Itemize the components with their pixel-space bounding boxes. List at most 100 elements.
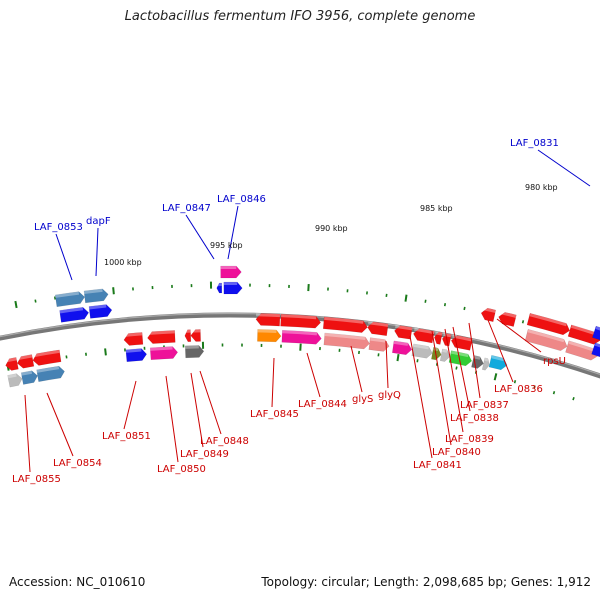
- leader-line: [350, 345, 363, 393]
- genome-summary: Topology: circular; Length: 2,098,685 bp…: [261, 575, 591, 589]
- gene-gloss: [482, 307, 497, 314]
- inner-tick: [533, 385, 536, 389]
- inner-tick: [104, 348, 107, 356]
- leader-line: [95, 227, 99, 277]
- gene-label: dapF: [86, 216, 111, 227]
- outer-tick: [463, 306, 466, 311]
- gene-label: glyS: [352, 394, 373, 405]
- gene-gloss: [499, 311, 517, 318]
- leader-line: [452, 326, 471, 412]
- gene-arrow: [149, 346, 179, 361]
- inner-tick: [513, 380, 517, 384]
- gene-arrow: [20, 370, 38, 385]
- gene-gloss: [281, 314, 317, 320]
- gene-gloss: [324, 332, 366, 341]
- gene-arrow: [184, 329, 192, 343]
- gene-arrow: [83, 288, 109, 304]
- scale-label: 1000 kbp: [104, 258, 142, 267]
- gene-gloss: [414, 327, 435, 335]
- gene-gloss: [324, 316, 364, 324]
- gene-label: LAF_0839: [445, 434, 494, 445]
- gene-arrow: [88, 304, 113, 319]
- gene-gloss: [393, 340, 409, 346]
- gene-gloss: [256, 313, 281, 318]
- gene-gloss: [54, 291, 80, 298]
- gene-label: LAF_0853: [34, 222, 83, 233]
- gene-arrow: [59, 307, 89, 323]
- gene-arrow: [36, 365, 65, 382]
- leader-line: [444, 328, 464, 433]
- gene-label: LAF_0836: [494, 384, 543, 395]
- leader-line: [165, 375, 179, 463]
- gene-arrow: [54, 291, 86, 308]
- leader-line: [123, 380, 137, 430]
- scale-label: 980 kbp: [525, 183, 558, 192]
- gene-gloss: [59, 307, 84, 314]
- gene-gloss: [257, 329, 277, 333]
- gene-arrow: [391, 340, 413, 356]
- outer-tick: [521, 320, 525, 324]
- leader-line: [185, 214, 215, 260]
- gene-gloss: [15, 354, 33, 361]
- gene-gloss: [395, 324, 413, 331]
- gene-label: LAF_0837: [460, 400, 509, 411]
- gene-label: LAF_0851: [102, 431, 151, 442]
- leader-line: [468, 322, 481, 399]
- leader-line: [190, 372, 204, 448]
- gene-arrow: [123, 332, 144, 346]
- gene-gloss: [473, 355, 481, 360]
- outer-tick: [14, 300, 18, 309]
- gene-arrow: [480, 307, 497, 323]
- gene-label: LAF_0838: [450, 413, 499, 424]
- gene-label: LAF_0844: [298, 399, 347, 410]
- label-leaders: [24, 149, 591, 473]
- gene-label: LAF_0848: [200, 436, 249, 447]
- inner-tick: [396, 354, 400, 362]
- gene-label: LAF_0855: [12, 474, 61, 485]
- gene-arrow: [147, 330, 176, 344]
- scale-label: 990 kbp: [315, 224, 348, 233]
- leader-line: [496, 318, 542, 353]
- accession-label: Accession: NC_010610: [9, 575, 146, 589]
- gene-arrow: [5, 357, 19, 371]
- leader-line: [306, 352, 321, 398]
- gene-arrow: [413, 328, 435, 344]
- gene-arrow: [323, 332, 370, 350]
- gene-arrow: [434, 331, 443, 345]
- gene-arrow: [591, 342, 600, 358]
- gene-gloss: [4, 357, 17, 363]
- gene-label: LAF_0850: [157, 464, 206, 475]
- gene-arrow: [220, 265, 242, 279]
- gene-gloss: [413, 343, 429, 350]
- gene-gloss: [442, 348, 448, 353]
- leader-line: [46, 392, 74, 457]
- gene-arrow: [216, 282, 223, 294]
- gene-arrow: [281, 329, 322, 345]
- leader-line: [199, 370, 222, 435]
- gene-gloss: [36, 366, 60, 373]
- gene-label: LAF_0849: [180, 449, 229, 460]
- gene-gloss: [527, 329, 565, 343]
- gene-arrow: [526, 312, 571, 336]
- inner-tick: [572, 397, 575, 401]
- gene-arrow: [280, 313, 322, 329]
- gene-gloss: [433, 347, 439, 352]
- inner-tick: [416, 359, 419, 363]
- leader-line: [55, 233, 73, 281]
- leader-line: [24, 394, 31, 473]
- gene-gloss: [594, 342, 600, 348]
- gene-label: LAF_0845: [250, 409, 299, 420]
- gene-arrow: [367, 321, 389, 337]
- gene-arrow: [567, 324, 600, 345]
- gene-gloss: [7, 373, 17, 379]
- inner-tick: [493, 373, 498, 381]
- gene-arrow: [7, 373, 23, 388]
- gene-arrow: [592, 325, 600, 341]
- gene-gloss: [370, 337, 386, 343]
- gene-arrow: [16, 354, 35, 369]
- gene-gloss: [435, 331, 443, 336]
- gene-arrow: [125, 348, 148, 363]
- gene-arrow: [184, 345, 205, 359]
- leader-line: [487, 319, 514, 383]
